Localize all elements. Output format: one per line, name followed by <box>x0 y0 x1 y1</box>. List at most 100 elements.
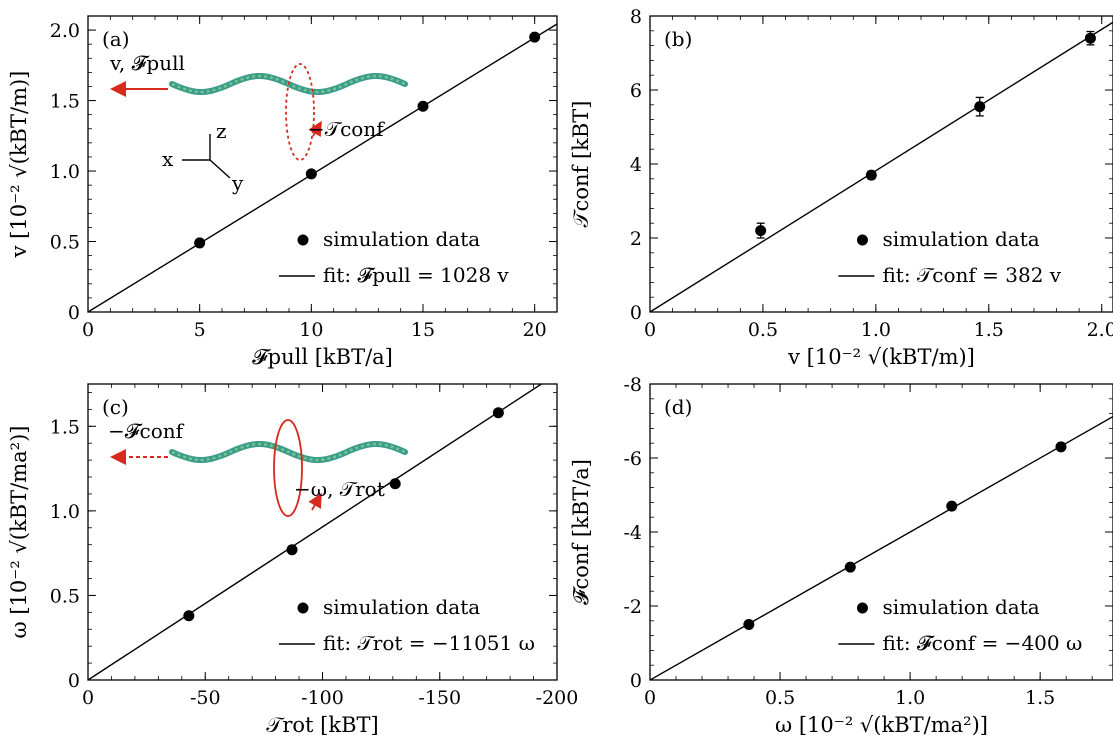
data-point <box>743 619 755 630</box>
torque-arrow <box>308 120 322 137</box>
x-tick-label: 1.5 <box>974 319 1004 341</box>
panel-b: 0 0.5 1.0 1.5 2.0 0 2 4 6 8 v [10⁻² √(kBT/m)] 𝒯conf… <box>569 6 1113 369</box>
legend-label-fit: fit: 𝓕pull = 1028 v <box>323 263 509 287</box>
y-axis-label: 𝓕conf [kBT/a] <box>569 459 593 605</box>
panel-label: (d) <box>664 395 692 419</box>
panel-label: (a) <box>102 27 130 51</box>
x-tick-label: 0 <box>82 687 94 709</box>
y-tick-label: 0.5 <box>50 232 80 254</box>
x-tick-label: -150 <box>418 687 461 709</box>
y-tick-label: 1.0 <box>50 161 80 183</box>
x-tick-label: 0.5 <box>765 687 795 709</box>
torque-circle <box>285 63 315 161</box>
legend-label-fit: fit: 𝒯rot = −11051 ω <box>323 631 535 655</box>
rotation-arrow <box>308 492 322 511</box>
panel-label: (c) <box>102 395 129 419</box>
fit-line <box>650 415 1113 680</box>
data-point <box>492 407 504 419</box>
x-tick-label: -50 <box>190 687 221 709</box>
x-tick-label: 0.5 <box>748 319 778 341</box>
legend-label-points: simulation data <box>323 595 480 619</box>
x-tick-label: -200 <box>536 687 579 709</box>
y-tick-label: 0 <box>68 302 80 324</box>
y-tick-label: 2 <box>630 228 642 250</box>
plot-frame <box>87 15 558 313</box>
axis-z-label: z <box>216 119 227 143</box>
data-point <box>974 101 986 113</box>
y-tick-label: 4 <box>630 154 642 176</box>
y-axis-label: 𝒯conf [kBT] <box>569 100 593 227</box>
x-tick-label: 5 <box>194 319 206 341</box>
panel-c: 0 -50 -100 -150 -200 0 0.5 1.0 1.5 𝒯rot [kBT] ω [1… <box>7 383 579 735</box>
x-axis-label: 𝒯rot [kBT] <box>266 713 378 735</box>
x-axis-label: v [10⁻² √(kBT/m)] <box>787 345 975 369</box>
filament-highlight <box>171 442 406 462</box>
y-tick-label: 1.5 <box>50 416 80 438</box>
rotation-circle <box>273 419 303 517</box>
axis-x-label: x <box>162 147 174 171</box>
y-tick-label: 0 <box>630 302 642 324</box>
data-point <box>194 237 206 249</box>
y-tick-label: 1.0 <box>50 501 80 523</box>
y-tick-label: -2 <box>623 596 642 618</box>
panel-d: 0 0.5 1.0 1.5 0 -2 -4 -6 -8 ω [10⁻² √(kBT/ma²)] 𝓕c… <box>569 374 1113 735</box>
data-point <box>389 478 401 490</box>
inset-label-torque: −𝒯conf <box>308 117 385 141</box>
x-tick-label: 2.0 <box>1087 319 1113 341</box>
y-tick-label: 0.5 <box>50 585 80 607</box>
y-tick-label: 1.5 <box>50 91 80 113</box>
data-point <box>529 31 541 43</box>
legend-marker-points <box>297 234 309 246</box>
data-point <box>755 225 767 237</box>
panel-label: (b) <box>664 27 692 51</box>
data-point <box>946 500 958 512</box>
legend-marker-points <box>856 602 868 614</box>
legend-label-points: simulation data <box>882 595 1039 619</box>
y-axis-label: ω [10⁻² √(kBT/ma²)] <box>7 426 31 639</box>
y-tick-label: 0 <box>630 670 642 692</box>
y-tick-label: -8 <box>623 374 642 396</box>
data-point <box>865 169 877 181</box>
data-point <box>1084 32 1096 44</box>
data-point <box>183 610 195 622</box>
fit-line <box>650 21 1113 312</box>
fit-line <box>88 384 543 680</box>
x-tick-label: 15 <box>411 319 435 341</box>
axis-y-label: y <box>231 171 244 195</box>
y-tick-label: -4 <box>623 522 642 544</box>
legend-label-fit: fit: 𝒯conf = 382 v <box>882 263 1061 287</box>
legend-label-points: simulation data <box>323 227 480 251</box>
y-axis-label: v [10⁻² √(kBT/m)] <box>7 71 31 259</box>
x-tick-label: 10 <box>299 319 323 341</box>
panel-a: 0 5 10 15 20 0 0.5 1.0 1.5 2.0 𝓕pull [kBT/a] v [10⁻… <box>7 15 558 369</box>
x-tick-label: 1.5 <box>1025 687 1055 709</box>
legend-marker-points <box>297 602 309 614</box>
x-tick-label: 0 <box>644 319 656 341</box>
x-tick-label: 1.0 <box>895 687 925 709</box>
y-tick-label: 8 <box>630 6 642 28</box>
x-tick-label: -100 <box>301 687 344 709</box>
legend-label-points: simulation data <box>882 227 1039 251</box>
y-tick-label: 2.0 <box>50 20 80 42</box>
x-tick-label: 0 <box>82 319 94 341</box>
x-axis-label: 𝓕pull [kBT/a] <box>252 345 393 369</box>
data-point <box>1055 441 1067 453</box>
legend-label-fit: fit: 𝓕conf = −400 ω <box>882 631 1082 655</box>
y-tick-label: 0 <box>68 670 80 692</box>
fit-line <box>88 23 557 312</box>
y-tick-label: -6 <box>623 448 642 470</box>
data-point <box>286 544 298 556</box>
data-point <box>305 168 317 180</box>
data-point <box>417 100 429 112</box>
x-tick-label: 0 <box>644 687 656 709</box>
x-axis-label: ω [10⁻² √(kBT/ma²)] <box>775 713 988 735</box>
inset-label-confinement: −𝓕conf <box>108 419 185 443</box>
y-axis-arrow <box>209 159 231 179</box>
legend-marker-points <box>856 234 868 246</box>
x-tick-label: 1.0 <box>861 319 891 341</box>
inset-label-rotation: −ω, 𝒯rot <box>294 477 385 501</box>
inset-label-pull: v, 𝓕pull <box>109 51 185 75</box>
x-tick-label: 20 <box>523 319 547 341</box>
data-point <box>844 561 856 573</box>
